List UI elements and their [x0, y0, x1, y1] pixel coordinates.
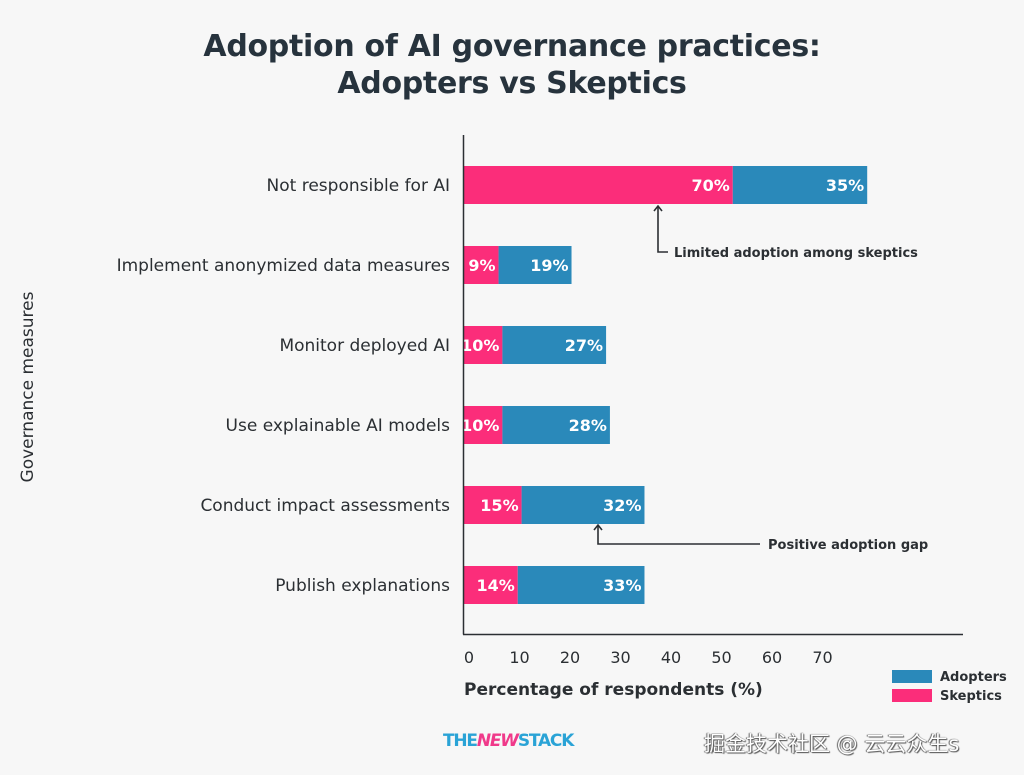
- category-label: Use explainable AI models: [226, 416, 451, 436]
- legend: Adopters Skeptics: [892, 670, 1007, 704]
- bar-adopters: [732, 166, 868, 204]
- chart-title-line-2: Adopters vs Skeptics: [337, 66, 687, 101]
- bar-skeptics: [464, 406, 503, 444]
- chart-title-line-1: Adoption of AI governance practices:: [203, 29, 821, 64]
- bar-adopters: [502, 326, 607, 364]
- bars: [464, 166, 868, 604]
- legend-swatch-skeptics: [892, 689, 932, 702]
- value-label-skeptics: 14%: [476, 576, 514, 595]
- value-label-adopters: 27%: [565, 336, 603, 355]
- logo-part-the: THE: [443, 731, 478, 751]
- logo-part-new: NEW: [476, 731, 519, 751]
- value-label-adopters: 28%: [569, 416, 607, 435]
- bar-skeptics: [464, 166, 733, 204]
- y-axis-title: Governance measures: [18, 291, 38, 482]
- annotation-text: Positive adoption gap: [768, 538, 928, 553]
- category-labels: Not responsible for AI Implement anonymiz…: [117, 176, 451, 596]
- x-tick-label: 10: [509, 648, 529, 667]
- annotations: Limited adoption among skeptics Positive …: [593, 204, 928, 553]
- annotation-leader-line: [657, 206, 668, 253]
- bar-skeptics: [464, 326, 503, 364]
- annotation-leader-line: [597, 525, 760, 545]
- value-label-adopters: 35%: [826, 176, 864, 195]
- category-label: Implement anonymized data measures: [117, 256, 451, 276]
- legend-swatch-adopters: [892, 670, 932, 683]
- bar-skeptics: [464, 246, 499, 284]
- thenewstack-logo: THENEWSTACK: [443, 731, 575, 751]
- bar-skeptics: [464, 566, 518, 604]
- value-label-skeptics: 9%: [468, 256, 495, 275]
- logo-part-stack: STACK: [517, 731, 575, 751]
- watermark: 掘金技术社区 @ 云云众生s: [704, 732, 960, 756]
- x-tick-label: 60: [762, 648, 782, 667]
- value-label-adopters: 33%: [603, 576, 641, 595]
- category-label: Monitor deployed AI: [279, 336, 450, 356]
- bar-adopters: [498, 246, 572, 284]
- x-tick-label: 20: [560, 648, 580, 667]
- bar-adopters: [502, 406, 610, 444]
- value-label-skeptics: 15%: [480, 496, 518, 515]
- arrow-up-icon: [593, 523, 603, 531]
- bar-skeptics: [464, 486, 522, 524]
- x-axis-title: Percentage of respondents (%): [464, 680, 763, 700]
- x-tick-label: 40: [661, 648, 681, 667]
- category-label: Conduct impact assessments: [200, 496, 450, 516]
- value-labels: 70% 35% 9% 19% 10% 27% 10% 28% 15% 32% 14% 33%: [461, 176, 864, 595]
- bar-adopters: [521, 486, 645, 524]
- value-label-adopters: 19%: [530, 256, 568, 275]
- value-label-skeptics: 70%: [692, 176, 730, 195]
- value-label-skeptics: 10%: [461, 336, 499, 355]
- category-label: Publish explanations: [275, 576, 450, 596]
- x-tick-label: 70: [812, 648, 832, 667]
- legend-label-skeptics: Skeptics: [940, 689, 1002, 704]
- x-tick-label: 30: [610, 648, 630, 667]
- category-label: Not responsible for AI: [267, 176, 450, 196]
- legend-label-adopters: Adopters: [940, 670, 1007, 685]
- value-label-skeptics: 10%: [461, 416, 499, 435]
- arrow-up-icon: [653, 204, 663, 212]
- x-tick-label: 0: [464, 648, 474, 667]
- chart-title: Adoption of AI governance practices: Ado…: [0, 28, 1024, 102]
- annotation-text: Limited adoption among skeptics: [674, 246, 918, 261]
- bar-adopters: [517, 566, 645, 604]
- x-tick-label: 50: [711, 648, 731, 667]
- y-axis-title-group: Governance measures: [18, 291, 38, 482]
- x-tick-labels: 0 10 20 30 40 50 60 70: [464, 648, 833, 667]
- value-label-adopters: 32%: [603, 496, 641, 515]
